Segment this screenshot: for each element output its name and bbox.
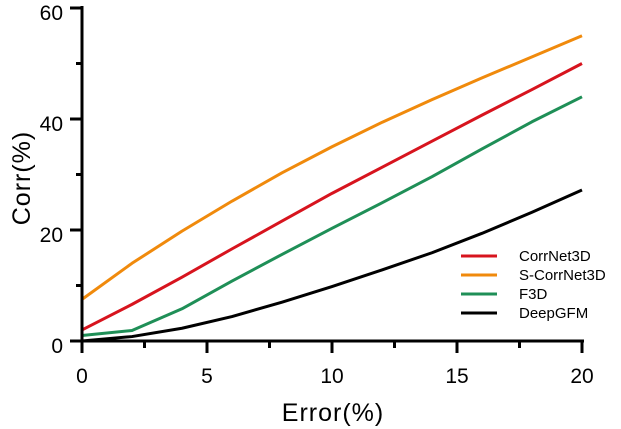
legend: CorrNet3D S-CorrNet3D F3D DeepGFM [461, 248, 606, 322]
y-tick-label-20: 20 [40, 224, 63, 247]
ticks-layer [70, 6, 584, 353]
legend-item-deepgfm: DeepGFM [461, 305, 588, 322]
legend-label-deepgfm: DeepGFM [519, 305, 588, 322]
series-corrnet3d [81, 62, 583, 332]
legend-item-s-corrnet3d: S-CorrNet3D [461, 267, 606, 284]
legend-item-corrnet3d: CorrNet3D [461, 248, 591, 265]
x-tick-label-0: 0 [76, 365, 88, 388]
y-tick-label-0: 0 [51, 335, 63, 358]
legend-label-corrnet3d: CorrNet3D [519, 248, 591, 265]
x-tick-label-15: 15 [445, 365, 468, 388]
series-deepgfm [81, 188, 583, 343]
x-tick-label-10: 10 [320, 365, 343, 388]
y-tick-label-60: 60 [40, 2, 63, 25]
y-axis-title: Corr(%) [8, 131, 36, 226]
legend-item-f3d: F3D [461, 286, 548, 303]
y-tick-label-40: 40 [40, 113, 63, 136]
series-layer [81, 34, 583, 343]
x-tick-label-20: 20 [570, 365, 593, 388]
series-f3d [81, 95, 583, 337]
legend-label-f3d: F3D [519, 286, 548, 303]
series-s-corrnet3d [81, 34, 583, 301]
x-tick-label-5: 5 [201, 365, 213, 388]
legend-label-s-corrnet3d: S-CorrNet3D [519, 267, 606, 284]
x-axis-title: Error(%) [282, 399, 384, 427]
